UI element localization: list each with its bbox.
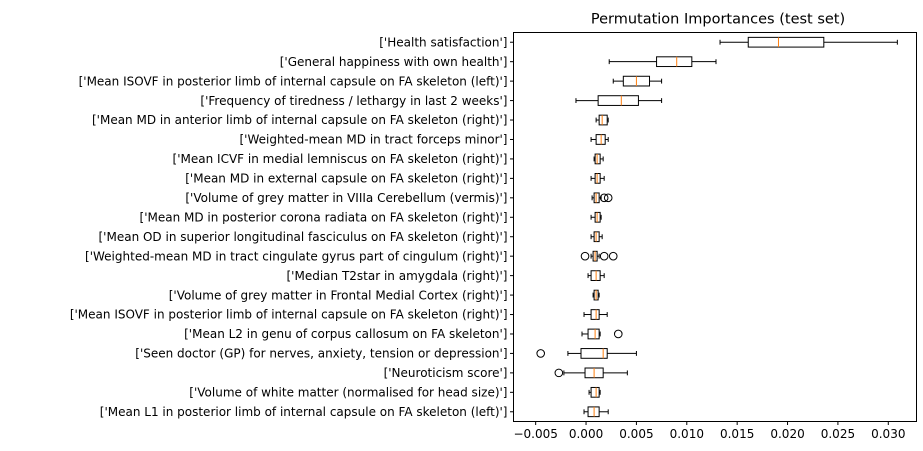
box-9 <box>590 211 602 223</box>
y-tick-label: ['Mean MD in external capsule on FA skel… <box>185 172 507 186</box>
y-tick-label: ['General happiness with own health'] <box>280 55 508 69</box>
box-3 <box>575 95 663 106</box>
y-tick-label: ['Mean L1 in posterior limb of internal … <box>100 405 508 419</box>
box-5 <box>590 134 609 145</box>
chart-title: Permutation Importances (test set) <box>591 12 845 28</box>
y-tick-label: ['Mean ISOVF in posterior limb of intern… <box>79 74 508 88</box>
box-group <box>536 36 898 418</box>
y-tick-label: ['Mean MD in anterior limb of internal c… <box>92 113 508 127</box>
x-tick-label: 0.015 <box>720 427 754 441</box>
x-tick-label: −0.005 <box>513 427 557 441</box>
outlier-point <box>608 251 618 261</box>
box-19 <box>583 406 609 418</box>
outlier-point <box>603 193 613 203</box>
x-axis: −0.005 0.000 0.005 0.010 0.015 0.020 0.025 0.03… <box>513 421 905 441</box>
box-14 <box>583 309 608 320</box>
box-iqr <box>594 153 601 165</box>
y-tick-label: ['Volume of grey matter in Frontal Media… <box>169 288 508 302</box>
y-tick-label: ['Weighted-mean MD in tract cingulate gy… <box>85 249 507 263</box>
outlier-point <box>554 368 564 378</box>
outlier-point <box>580 251 590 261</box>
outlier-point <box>536 349 546 358</box>
box-iqr <box>597 95 639 106</box>
box-iqr <box>594 173 601 184</box>
box-iqr <box>587 328 600 340</box>
box-iqr <box>593 231 600 243</box>
y-tick-label: ['Neuroticism score'] <box>384 366 508 380</box>
y-tick-label: ['Mean ISOVF in posterior limb of intern… <box>70 308 508 322</box>
box-10 <box>590 231 603 243</box>
box-4 <box>595 114 609 126</box>
y-tick-label: ['Mean MD in posterior corona radiata on… <box>140 210 508 224</box>
box-15 <box>581 328 623 340</box>
box-16 <box>536 348 637 359</box>
outlier-point <box>599 193 609 203</box>
box-17 <box>554 367 628 379</box>
box-iqr <box>598 114 608 126</box>
box-iqr <box>656 56 693 68</box>
box-iqr <box>590 386 600 398</box>
outlier-point <box>599 251 609 261</box>
box-iqr <box>593 192 600 204</box>
box-iqr <box>747 36 825 48</box>
box-iqr <box>594 211 601 223</box>
x-tick-label: 0.005 <box>619 427 653 441</box>
box-0 <box>719 36 898 48</box>
y-tick-label: ['Weighted-mean MD in tract forceps mino… <box>239 133 507 147</box>
x-tick-label: 0.020 <box>770 427 804 441</box>
plot-frame <box>513 32 917 422</box>
box-12 <box>587 270 605 281</box>
x-tick-label: 0.000 <box>569 427 603 441</box>
y-tick-label: ['Mean OD in superior longitudinal fasci… <box>99 230 508 244</box>
box-11 <box>580 250 618 262</box>
outlier-point <box>613 329 623 339</box>
box-8 <box>591 192 613 204</box>
box-18 <box>588 386 601 398</box>
y-tick-label: ['Volume of white matter (normalised for… <box>189 386 507 400</box>
y-axis: ['Health satisfaction'] ['General happine… <box>70 35 514 419</box>
y-tick-label: ['Mean L2 in genu of corpus callosum on … <box>184 327 507 341</box>
box-13 <box>592 289 600 301</box>
y-tick-label: ['Mean ICVF in medial lemniscus on FA sk… <box>173 152 508 166</box>
y-tick-label: ['Frequency of tiredness / lethargy in l… <box>200 94 507 108</box>
box-iqr <box>590 270 601 281</box>
box-iqr <box>587 406 600 418</box>
box-2 <box>612 75 663 87</box>
box-iqr <box>580 348 608 359</box>
y-tick-label: ['Seen doctor (GP) for nerves, anxiety, … <box>135 347 507 361</box>
box-1 <box>608 56 717 68</box>
box-7 <box>590 173 605 184</box>
box-iqr <box>590 309 600 320</box>
y-tick-label: ['Median T2star in amygdala (right)'] <box>287 269 508 283</box>
box-iqr <box>595 134 606 145</box>
x-tick-label: 0.030 <box>871 427 905 441</box>
x-tick-label: 0.010 <box>670 427 704 441</box>
y-tick-label: ['Health satisfaction'] <box>379 35 507 49</box>
box-6 <box>593 153 604 165</box>
x-tick-label: 0.025 <box>821 427 855 441</box>
y-tick-label: ['Volume of grey matter in VIIIa Cerebel… <box>185 191 507 205</box>
